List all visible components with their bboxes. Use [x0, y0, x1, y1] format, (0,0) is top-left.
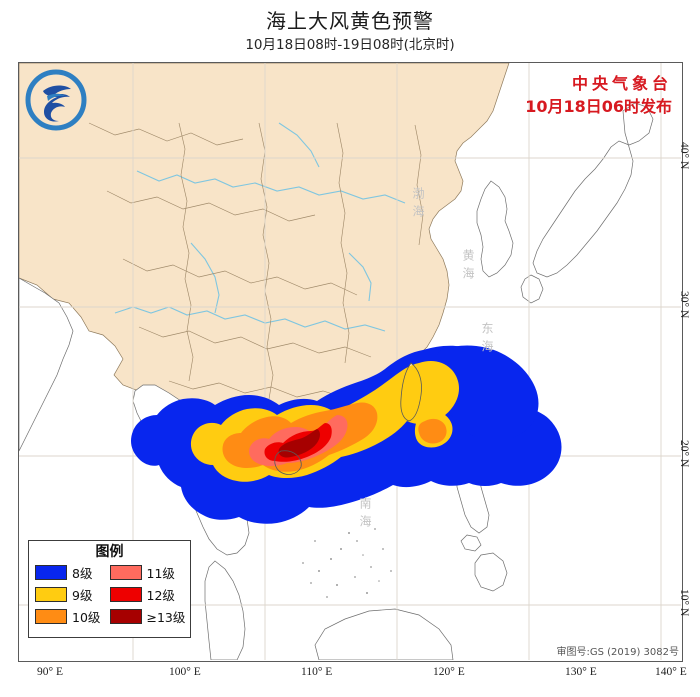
legend-item-8: 8级 — [35, 563, 110, 582]
landmass-layer — [19, 63, 654, 660]
axis-x-label-90: 90° E — [37, 666, 63, 678]
land-malay — [204, 560, 246, 660]
legend-label-11: 11级 — [146, 566, 175, 581]
legend-item-12: 12级 — [109, 585, 185, 604]
issuer-block: 中央气象台 10月18日06时发布 — [525, 73, 672, 118]
axis-y-label-10: 10° N — [678, 589, 690, 617]
land-borneo — [314, 608, 454, 660]
legend-rows: 8级 11级 9级 12级 — [35, 563, 186, 626]
legend-swatch-13 — [109, 609, 142, 624]
warning-zone-10-strait — [418, 418, 447, 444]
legend-swatch-12 — [109, 587, 142, 602]
legend-row: 9级 12级 — [35, 585, 184, 604]
legend-item-11: 11级 — [109, 563, 185, 582]
page-title: 海上大风黄色预警 — [266, 9, 434, 33]
axis-x-label-120: 120° E — [433, 666, 465, 678]
legend-label-10: 10级 — [72, 610, 101, 625]
axis-x-label-140: 140° E — [655, 666, 687, 678]
legend-item-10: 10级 — [35, 607, 110, 626]
legend-label-9: 9级 — [72, 588, 93, 603]
legend-label-12: 12级 — [146, 588, 175, 603]
axis-x-label-130: 130° E — [565, 666, 597, 678]
legend-row: 8级 11级 — [35, 563, 184, 582]
axis-x-label-100: 100° E — [169, 666, 201, 678]
legend-label-13: ≥13级 — [146, 610, 186, 625]
page-header: 海上大风黄色预警 10月18日08时-19日08时(北京时) — [0, 0, 700, 62]
cma-logo-icon — [25, 69, 87, 131]
land-south-asia — [19, 277, 74, 452]
map-approval-number: 审图号:GS (2019) 3082号 — [556, 647, 679, 658]
legend-swatch-8 — [35, 565, 67, 580]
legend-item-9: 9级 — [35, 585, 110, 604]
page-subtitle: 10月18日08时-19日08时(北京时) — [245, 37, 455, 53]
river-layer — [114, 122, 406, 332]
border-layer — [88, 122, 424, 400]
legend-box: 图例 8级 11级 9级 12级 — [28, 540, 191, 638]
issuer-timestamp: 10月18日06时发布 — [525, 97, 672, 116]
legend-swatch-11 — [109, 565, 142, 580]
legend-swatch-9 — [35, 587, 67, 602]
axis-y-label-30: 30° N — [678, 291, 690, 319]
axis-y-label-40: 40° N — [678, 142, 690, 170]
legend-label-8: 8级 — [72, 566, 93, 581]
legend-swatch-10 — [35, 609, 67, 624]
land-japan-kyushu — [520, 274, 544, 304]
map-frame: 中央气象台 10月18日06时发布 渤海 黄海 东海 南海 图例 8级 11级 — [18, 62, 683, 662]
legend-title: 图例 — [95, 544, 124, 560]
warning-zone-13 — [278, 429, 320, 458]
axis-y-label-20: 20° N — [678, 440, 690, 468]
land-korea — [476, 180, 514, 278]
legend-item-13: ≥13级 — [109, 607, 186, 626]
land-philippines-mindanao — [474, 552, 508, 592]
reef-dots — [302, 528, 392, 598]
land-japan — [532, 102, 654, 278]
warning-zone-8-taiwan-east — [432, 345, 539, 441]
issuer-organization: 中央气象台 — [571, 74, 672, 93]
warning-zone-layer — [131, 345, 562, 524]
land-philippines-visayas — [460, 534, 482, 552]
legend-row: 10级 ≥13级 — [35, 607, 186, 626]
coastline-overlay — [274, 362, 422, 475]
axis-x-label-110: 110° E — [301, 666, 333, 678]
